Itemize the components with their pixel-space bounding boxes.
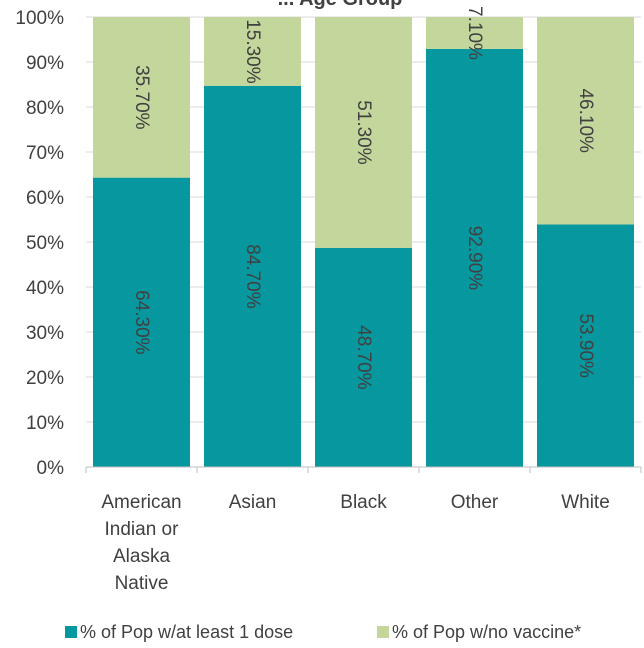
- bar-no-vaccine: [537, 17, 634, 225]
- y-tick-label: 90%: [26, 53, 64, 74]
- data-label: 92.90%: [464, 226, 485, 291]
- data-label: 53.90%: [575, 313, 596, 378]
- data-label: 48.70%: [353, 325, 374, 390]
- bar-no-vaccine: [426, 17, 523, 49]
- legend-label-dose: % of Pop w/at least 1 dose: [80, 622, 293, 642]
- bar-no-vaccine: [204, 17, 301, 86]
- legend-label-no-vaccine: % of Pop w/no vaccine*: [392, 622, 581, 642]
- x-category-label-line: American: [101, 492, 181, 513]
- y-tick-label: 100%: [15, 8, 64, 29]
- x-category-label: Black: [340, 492, 387, 513]
- x-category-label-line: Other: [451, 492, 499, 513]
- x-category-label: Asian: [229, 492, 277, 513]
- bars: 64.30% 35.70% 84.70% 15.30% 48.70% 51.30% 92.9…: [93, 6, 634, 467]
- data-label: 46.10%: [575, 88, 596, 153]
- y-tick-label: 10%: [26, 413, 64, 434]
- y-tick-label: 50%: [26, 233, 64, 254]
- data-label: 15.30%: [242, 19, 263, 84]
- bar-dose: [93, 177, 190, 467]
- legend-swatch-no-vaccine: [377, 626, 389, 638]
- data-label: 51.30%: [353, 100, 374, 165]
- bar-no-vaccine: [315, 17, 412, 248]
- x-category-label-line: Asian: [229, 492, 277, 513]
- bar-dose: [426, 48, 523, 467]
- legend: % of Pop w/at least 1 dose % of Pop w/no …: [65, 622, 581, 642]
- bar-dose: [537, 224, 634, 467]
- x-category-label-line: Indian or: [105, 519, 180, 540]
- x-category-label-line: Native: [115, 573, 169, 594]
- y-tick-label: 70%: [26, 143, 64, 164]
- data-label: 7.10%: [464, 6, 485, 60]
- x-category-label-line: White: [561, 492, 610, 513]
- y-tick-label: 60%: [26, 188, 64, 209]
- x-category-label: Other: [451, 492, 499, 513]
- y-tick-label: 20%: [26, 368, 64, 389]
- bar-dose: [315, 247, 412, 467]
- y-tick-label: 80%: [26, 98, 64, 119]
- bar-no-vaccine: [93, 17, 190, 178]
- y-tick-label: 40%: [26, 278, 64, 299]
- x-category-label: American Indian or Alaska Native: [101, 492, 181, 594]
- y-tick-label: 30%: [26, 323, 64, 344]
- bar-dose: [204, 85, 301, 467]
- data-label: 64.30%: [131, 290, 152, 355]
- y-tick-label: 0%: [37, 458, 65, 479]
- x-category-label-line: Black: [340, 492, 387, 513]
- axes: 0% 10% 20% 30% 40% 50% 60% 70% 80% 90% 100% America…: [15, 8, 642, 594]
- x-category-label-line: Alaska: [113, 546, 170, 567]
- data-label: 84.70%: [242, 244, 263, 309]
- chart-title: ... Age Group: [278, 0, 403, 10]
- x-category-label: White: [561, 492, 610, 513]
- legend-swatch-dose: [65, 626, 77, 638]
- data-label: 35.70%: [131, 65, 152, 130]
